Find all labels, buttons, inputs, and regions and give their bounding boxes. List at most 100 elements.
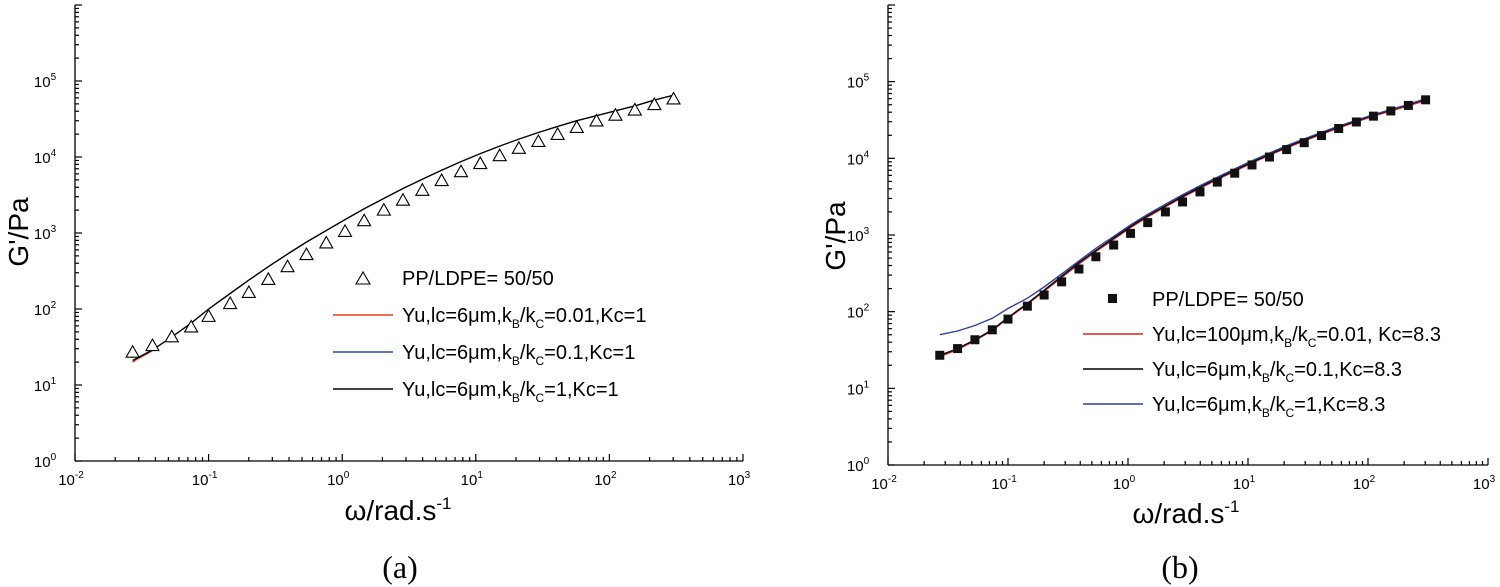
x-tick-label: 103 bbox=[728, 470, 751, 489]
x-tick-label: 102 bbox=[1353, 474, 1376, 493]
data-point bbox=[337, 223, 353, 237]
data-point bbox=[260, 271, 276, 285]
series-line-2 bbox=[132, 94, 674, 362]
y-tick-label: 102 bbox=[34, 300, 57, 319]
data-point bbox=[646, 96, 662, 111]
x-tick-label: 101 bbox=[461, 470, 484, 489]
y-tick-exp: 2 bbox=[51, 300, 57, 311]
y-tick-label: 103 bbox=[34, 224, 57, 243]
y-tick-label: 105 bbox=[34, 72, 57, 91]
x-tick-base: 10 bbox=[1233, 476, 1250, 493]
x-tick-exp: -1 bbox=[208, 470, 217, 481]
data-point bbox=[453, 164, 469, 178]
data-point bbox=[414, 182, 430, 196]
x-tick-base: 10 bbox=[58, 472, 75, 489]
y-tick-exp: 4 bbox=[864, 149, 870, 160]
data-point bbox=[1091, 252, 1101, 262]
y-tick-label: 100 bbox=[847, 456, 870, 475]
x-tick-base: 10 bbox=[461, 472, 478, 489]
data-point bbox=[569, 119, 585, 133]
data-point bbox=[608, 107, 623, 121]
data-point bbox=[492, 148, 508, 162]
legend-text-part: =0.1,Kc=1 bbox=[544, 342, 635, 364]
x-tick-base: 10 bbox=[728, 472, 745, 489]
data-point bbox=[1230, 168, 1240, 178]
legend-text-main: Yu,lc=6μm,k bbox=[1152, 394, 1263, 416]
y-tick-base: 10 bbox=[847, 228, 864, 245]
data-point bbox=[1351, 117, 1361, 127]
x-tick-exp: 2 bbox=[611, 470, 617, 481]
x-tick-exp: 0 bbox=[1130, 474, 1136, 485]
y-tick-exp: 2 bbox=[864, 303, 870, 314]
x-tick-base: 10 bbox=[327, 472, 344, 489]
legend-label: Yu,lc=6μm,kB/kC=1,Kc=1 bbox=[402, 379, 619, 405]
x-tick-exp: 0 bbox=[344, 470, 350, 481]
y-tick-exp: 5 bbox=[864, 73, 870, 84]
legend-label: Yu,lc=100μm,kB/kC=0.01, Kc=8.3 bbox=[1152, 324, 1441, 350]
data-point bbox=[434, 172, 450, 187]
x-tick-label: 10-2 bbox=[58, 470, 84, 489]
legend-text-main: Yu,lc=6μm,k bbox=[1152, 359, 1263, 381]
data-point bbox=[1160, 207, 1170, 217]
chart-panel-a: 10-2 10-1 100 101 102 103100101102103104105PP… bbox=[3, 4, 751, 585]
legend-subscript: C bbox=[535, 391, 544, 405]
x-tick-base: 10 bbox=[871, 476, 888, 493]
data-point bbox=[183, 319, 199, 333]
data-point bbox=[1003, 314, 1013, 324]
data-point bbox=[164, 329, 180, 343]
x-tick-exp: -2 bbox=[888, 474, 897, 485]
y-tick-exp: 1 bbox=[864, 379, 870, 390]
data-point bbox=[627, 102, 643, 116]
series-line-0 bbox=[939, 99, 1426, 358]
data-point bbox=[970, 335, 980, 345]
y-tick-exp: 3 bbox=[51, 224, 57, 235]
data-point bbox=[1264, 152, 1274, 162]
data-point bbox=[511, 140, 527, 154]
data-point bbox=[1195, 187, 1205, 197]
legend-text-part: /k bbox=[1270, 394, 1287, 416]
legend-text-main: Yu,lc=6μm,k bbox=[402, 379, 513, 401]
legend-text-part: =1,Kc=1 bbox=[544, 379, 619, 401]
x-tick-exp: -2 bbox=[75, 470, 84, 481]
y-tick-label: 103 bbox=[847, 226, 870, 245]
legend-text-main: Yu,lc=100μm,k bbox=[1152, 324, 1285, 346]
legend-subscript: C bbox=[535, 354, 544, 368]
legend-text-part: /k bbox=[1270, 359, 1287, 381]
data-point bbox=[201, 308, 217, 322]
data-point bbox=[1317, 131, 1327, 141]
data-point bbox=[1022, 301, 1032, 311]
y-tick-exp: 5 bbox=[51, 72, 57, 83]
data-point bbox=[1212, 177, 1222, 187]
x-tick-label: 100 bbox=[327, 470, 350, 489]
legend-subscript: B bbox=[1262, 371, 1270, 385]
data-point bbox=[1247, 160, 1257, 170]
legend-marker bbox=[355, 270, 371, 285]
data-point bbox=[145, 337, 160, 352]
x-tick-label: 103 bbox=[1473, 474, 1496, 493]
legend-label: Yu,lc=6μm,kB/kC=0.01,Kc=1 bbox=[402, 305, 646, 331]
y-tick-base: 10 bbox=[34, 74, 51, 91]
y-axis-title: G'/Pa bbox=[3, 197, 34, 267]
y-tick-base: 10 bbox=[847, 75, 864, 92]
x-axis-title-main: ω/rad.s bbox=[344, 495, 436, 526]
y-tick-base: 10 bbox=[34, 226, 51, 243]
data-point bbox=[241, 284, 257, 299]
y-tick-exp: 1 bbox=[51, 376, 57, 387]
legend-text-part: /k bbox=[520, 305, 537, 327]
x-tick-base: 10 bbox=[594, 472, 611, 489]
data-point bbox=[1386, 106, 1396, 116]
x-axis-title-sup: -1 bbox=[436, 494, 451, 513]
y-tick-label: 100 bbox=[34, 452, 57, 471]
data-point bbox=[935, 350, 945, 360]
x-tick-label: 10-1 bbox=[991, 474, 1017, 493]
x-tick-base: 10 bbox=[991, 476, 1008, 493]
data-point bbox=[1109, 240, 1119, 250]
x-tick-label: 101 bbox=[1233, 474, 1256, 493]
x-tick-base: 10 bbox=[1113, 476, 1130, 493]
x-tick-exp: 3 bbox=[745, 470, 751, 481]
legend-text-part: =0.01, Kc=8.3 bbox=[1316, 324, 1441, 346]
chart-panel-b: 10-2 10-1 100 101 102 103100101102103104105PP… bbox=[820, 4, 1496, 585]
panel-label: (a) bbox=[382, 549, 418, 585]
data-point bbox=[1178, 197, 1188, 207]
